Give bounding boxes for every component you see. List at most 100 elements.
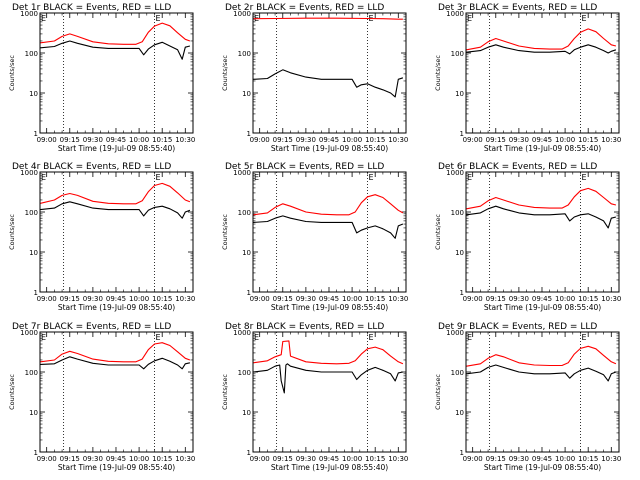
y-tick-label: 1 — [460, 289, 464, 297]
plot-frame — [252, 12, 407, 134]
x-tick-label: 09:15 — [60, 455, 80, 463]
event-marker: E — [581, 333, 586, 342]
x-tick-label: 09:00 — [37, 295, 57, 303]
y-tick-label: 10 — [455, 249, 464, 257]
panel-title: Det 5r BLACK = Events, RED = LLD — [225, 162, 384, 172]
x-tick-label: 10:00 — [342, 455, 362, 463]
x-tick-label: 09:00 — [463, 136, 483, 144]
series-line-lld — [40, 342, 191, 363]
x-axis-label: Start Time (19-Jul-09 08:55:40) — [484, 144, 601, 153]
event-marker: E — [155, 14, 160, 23]
y-tick-label: 10 — [242, 249, 251, 257]
y-tick-label: 1 — [34, 289, 38, 297]
x-tick-label: 09:00 — [37, 455, 57, 463]
x-tick-label: 09:30 — [509, 136, 529, 144]
x-tick-label: 10:00 — [555, 136, 575, 144]
series-line-events — [40, 40, 191, 60]
event-marker: E — [155, 333, 160, 342]
event-marker-start: E — [467, 14, 472, 23]
series-line-lld — [253, 340, 404, 365]
plot-frame — [39, 331, 194, 453]
x-tick-label: 09:15 — [486, 295, 506, 303]
x-tick-label: 09:15 — [486, 455, 506, 463]
series-line-events — [253, 69, 404, 98]
x-tick-label: 09:30 — [296, 455, 316, 463]
y-tick-label: 1000 — [446, 169, 464, 177]
plot-frame — [39, 171, 194, 293]
x-tick-label: 09:45 — [106, 136, 126, 144]
x-axis-label: Start Time (19-Jul-09 08:55:40) — [484, 463, 601, 472]
series-line-lld — [466, 345, 617, 367]
y-tick-label: 10 — [455, 90, 464, 98]
plot-frame — [465, 171, 620, 293]
plot-frame — [465, 331, 620, 453]
x-tick-label: 09:00 — [250, 136, 270, 144]
x-tick-label: 10:30 — [601, 455, 621, 463]
x-tick-label: 10:15 — [152, 136, 172, 144]
panel-title: Det 7r BLACK = Events, RED = LLD — [12, 322, 171, 332]
x-tick-label: 10:15 — [365, 455, 385, 463]
y-tick-label: 1000 — [233, 10, 251, 18]
x-tick-label: 10:30 — [388, 136, 408, 144]
plot-frame — [252, 171, 407, 293]
y-tick-label: 1 — [34, 449, 38, 457]
y-tick-label: 10 — [242, 409, 251, 417]
x-tick-label: 10:15 — [365, 295, 385, 303]
event-marker: E — [155, 173, 160, 182]
x-tick-label: 10:30 — [388, 295, 408, 303]
x-tick-label: 09:45 — [532, 136, 552, 144]
series-line-events — [466, 364, 617, 382]
y-tick-label: 1 — [247, 289, 251, 297]
x-tick-label: 09:45 — [319, 136, 339, 144]
event-marker-start: E — [41, 173, 46, 182]
y-axis-label: Counts/sec — [434, 55, 442, 91]
event-marker-start: E — [41, 333, 46, 342]
y-axis-label: Counts/sec — [434, 374, 442, 410]
event-marker-start: E — [467, 333, 472, 342]
x-axis-label: Start Time (19-Jul-09 08:55:40) — [484, 303, 601, 312]
event-marker-start: E — [254, 333, 259, 342]
event-marker: E — [581, 173, 586, 182]
y-axis-label: Counts/sec — [8, 55, 16, 91]
x-tick-label: 10:00 — [555, 455, 575, 463]
x-tick-label: 10:30 — [601, 295, 621, 303]
series-line-lld — [466, 28, 617, 51]
x-tick-label: 10:30 — [388, 455, 408, 463]
x-tick-label: 09:00 — [463, 295, 483, 303]
x-tick-label: 09:00 — [37, 136, 57, 144]
y-tick-label: 10 — [29, 90, 38, 98]
y-axis-label: Counts/sec — [221, 374, 229, 410]
x-tick-label: 10:30 — [175, 295, 195, 303]
x-tick-label: 09:15 — [273, 136, 293, 144]
y-tick-label: 1000 — [233, 329, 251, 337]
x-tick-label: 09:45 — [319, 295, 339, 303]
x-tick-label: 09:30 — [83, 455, 103, 463]
series-line-events — [466, 44, 617, 55]
y-tick-label: 10 — [29, 249, 38, 257]
x-tick-label: 09:30 — [296, 295, 316, 303]
y-tick-label: 10 — [29, 409, 38, 417]
y-tick-label: 100 — [238, 369, 251, 377]
series-line-events — [466, 205, 617, 229]
panel-title: Det 9r BLACK = Events, RED = LLD — [438, 322, 597, 332]
event-marker-start: E — [254, 173, 259, 182]
plot-frame — [465, 12, 620, 134]
series-line-lld — [466, 187, 617, 210]
series-line-lld — [40, 182, 191, 205]
y-tick-label: 1000 — [20, 10, 38, 18]
y-tick-label: 100 — [451, 209, 464, 217]
panel-title: Det 4r BLACK = Events, RED = LLD — [12, 162, 171, 172]
x-tick-label: 10:30 — [601, 136, 621, 144]
y-tick-label: 1 — [460, 130, 464, 138]
panel-title: Det 6r BLACK = Events, RED = LLD — [438, 162, 597, 172]
y-tick-label: 100 — [25, 209, 38, 217]
x-tick-label: 09:30 — [509, 455, 529, 463]
y-tick-label: 10 — [455, 409, 464, 417]
